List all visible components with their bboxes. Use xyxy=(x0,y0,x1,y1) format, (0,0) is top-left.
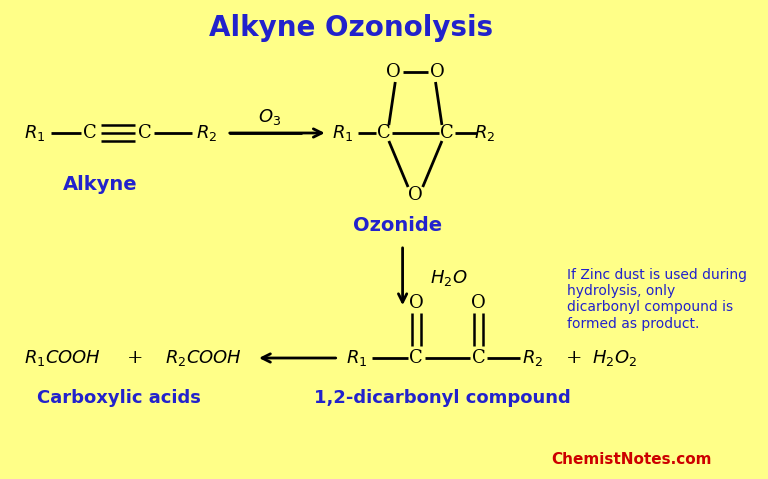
Text: $R_1$: $R_1$ xyxy=(346,348,368,368)
Text: $H_2O$: $H_2O$ xyxy=(429,268,467,288)
Text: C: C xyxy=(137,124,151,142)
Text: $R_2$: $R_2$ xyxy=(475,123,495,143)
Text: O: O xyxy=(408,186,422,204)
Text: If Zinc dust is used during
hydrolysis, only
dicarbonyl compound is
formed as pr: If Zinc dust is used during hydrolysis, … xyxy=(568,268,747,331)
Text: O: O xyxy=(409,294,424,312)
Text: +: + xyxy=(565,349,582,367)
Text: O: O xyxy=(471,294,486,312)
Text: Carboxylic acids: Carboxylic acids xyxy=(37,389,201,407)
Text: O: O xyxy=(386,63,401,81)
Text: C: C xyxy=(83,124,97,142)
Text: C: C xyxy=(409,349,423,367)
Text: Alkyne Ozonolysis: Alkyne Ozonolysis xyxy=(210,14,493,42)
Text: Alkyne: Alkyne xyxy=(63,175,138,194)
Text: $R_1$: $R_1$ xyxy=(332,123,353,143)
Text: $O_3$: $O_3$ xyxy=(258,107,282,127)
Text: $H_2O_2$: $H_2O_2$ xyxy=(592,348,637,368)
Text: C: C xyxy=(439,124,453,142)
Text: $R_1$: $R_1$ xyxy=(24,123,45,143)
Text: ChemistNotes.com: ChemistNotes.com xyxy=(551,453,712,468)
Text: +: + xyxy=(127,349,144,367)
Text: 1,2-dicarbonyl compound: 1,2-dicarbonyl compound xyxy=(314,389,571,407)
Text: $R_2$: $R_2$ xyxy=(196,123,217,143)
Text: $R_2COOH$: $R_2COOH$ xyxy=(164,348,242,368)
Text: C: C xyxy=(377,124,391,142)
Text: Ozonide: Ozonide xyxy=(353,216,442,235)
Text: O: O xyxy=(430,63,445,81)
Text: C: C xyxy=(472,349,485,367)
Text: $R_1COOH$: $R_1COOH$ xyxy=(24,348,101,368)
Text: $R_2$: $R_2$ xyxy=(522,348,543,368)
